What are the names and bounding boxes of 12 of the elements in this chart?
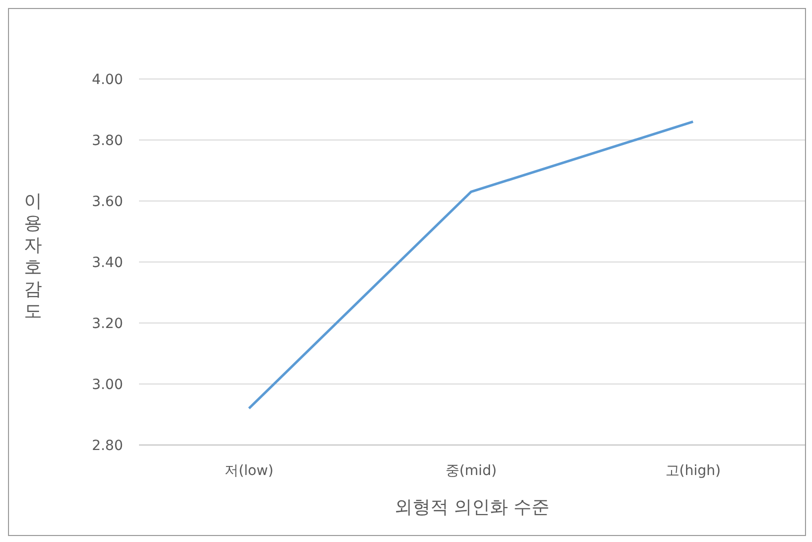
y-tick-label: 3.60: [92, 194, 123, 210]
x-tick-label: 중(mid): [445, 462, 497, 479]
y-tick-label: 3.00: [92, 376, 123, 393]
x-tick-label: 저(low): [224, 462, 274, 479]
y-tick-label: 3.40: [92, 254, 123, 271]
x-tick-label: 고(high): [665, 462, 721, 479]
y-tick-label: 4.00: [92, 72, 123, 88]
y-axis-title: 이용자 호감도: [23, 191, 43, 323]
y-tick-label: 3.80: [92, 132, 123, 149]
y-tick-label: 3.20: [92, 316, 123, 332]
y-tick-label: 2.80: [92, 438, 123, 454]
x-axis-title: 외형적 의인화 수준: [394, 497, 550, 518]
